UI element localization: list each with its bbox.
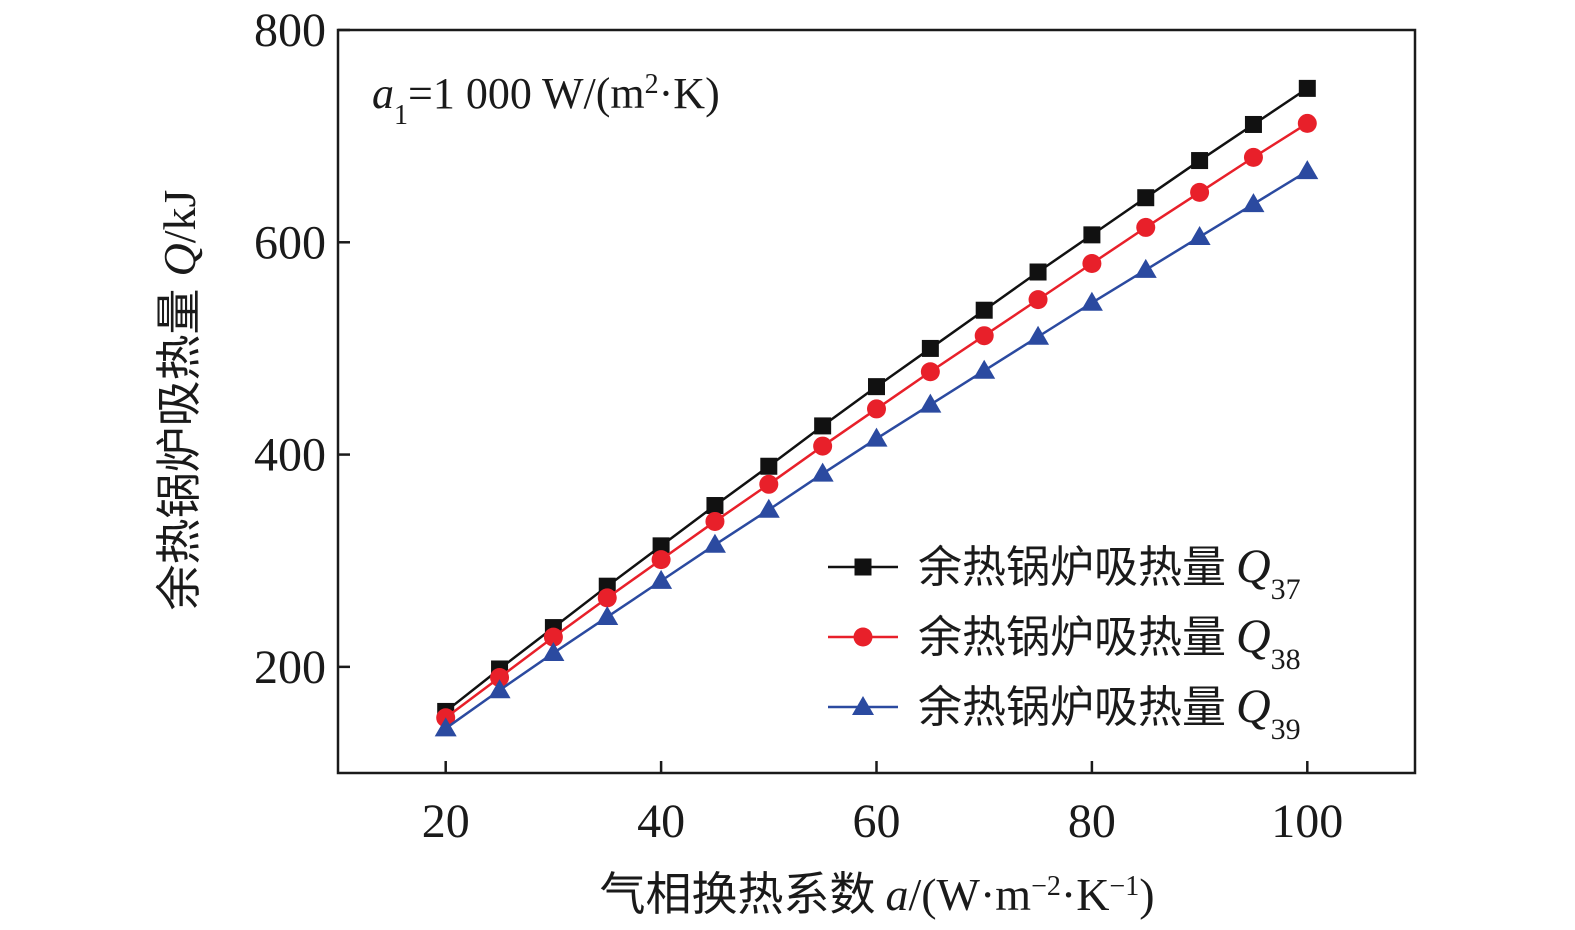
data-point-37 <box>868 378 885 396</box>
data-point-38 <box>920 362 940 382</box>
x-axis-label-close: ) <box>1139 869 1154 920</box>
legend-marker <box>853 627 873 647</box>
ticks-layer: 20 40 60 80 100 200 400 600 800 <box>254 4 1343 848</box>
data-point-39 <box>1080 291 1103 311</box>
data-point-39 <box>811 462 834 482</box>
x-axis-label-mid: ·K <box>1061 869 1110 920</box>
legend-label-cn: 余热锅炉吸热量 <box>918 612 1226 663</box>
data-point-37 <box>1244 115 1262 133</box>
data-point-38 <box>597 588 617 608</box>
x-axis-label-exp1: −2 <box>1031 871 1061 902</box>
series-37 <box>437 79 1316 720</box>
legend-label-sub: 37 <box>1271 573 1301 606</box>
data-point-38 <box>1243 147 1263 167</box>
data-point-37 <box>1298 79 1316 97</box>
x-axis-label-exp2: −1 <box>1109 871 1139 902</box>
legend-label-var: Q <box>1236 680 1271 733</box>
x-axis-label-var: a <box>885 869 908 920</box>
legend-marker <box>854 558 872 576</box>
data-point-39 <box>1134 258 1157 278</box>
data-point-38 <box>974 326 994 346</box>
data-point-37 <box>706 497 724 515</box>
data-point-38 <box>813 436 833 456</box>
data-point-37 <box>652 537 670 555</box>
data-point-39 <box>865 427 888 447</box>
data-point-38 <box>1136 217 1156 237</box>
data-point-38 <box>867 399 886 419</box>
data-point-37 <box>1083 226 1101 244</box>
data-point-37 <box>814 417 832 435</box>
data-point-37 <box>760 457 778 475</box>
data-point-39 <box>488 679 511 699</box>
legend-entry-38: 余热锅炉吸热量 Q38 <box>828 610 1301 676</box>
legend-label: 余热锅炉吸热量 Q37 <box>918 540 1301 606</box>
x-tick-label: 80 <box>1068 795 1116 848</box>
y-tick-label: 200 <box>254 641 326 694</box>
legend-entry-39: 余热锅炉吸热量 Q39 <box>828 680 1301 746</box>
data-point-39 <box>1027 325 1050 345</box>
y-tick-label: 800 <box>254 4 326 57</box>
annotation-sup: 2 <box>645 69 659 100</box>
data-point-38 <box>1190 182 1210 202</box>
data-point-38 <box>1028 290 1048 310</box>
legend-label-sub: 39 <box>1271 713 1301 746</box>
legend-label: 余热锅炉吸热量 Q38 <box>918 610 1301 676</box>
series-layer <box>434 79 1319 737</box>
legend-label-cn: 余热锅炉吸热量 <box>918 542 1226 593</box>
data-point-39 <box>1188 225 1211 245</box>
y-axis-label-cn: 余热锅炉吸热量 <box>152 288 206 610</box>
data-point-37 <box>1137 189 1155 207</box>
y-tick-label: 600 <box>254 216 326 269</box>
annotation-tail: ·K) <box>659 69 720 118</box>
y-axis-label-unit: /kJ <box>154 190 205 244</box>
x-axis-label-cn: 气相换热系数 <box>599 867 875 921</box>
legend-label-var: Q <box>1236 540 1271 593</box>
data-point-38 <box>543 627 563 647</box>
x-tick-label: 100 <box>1271 795 1343 848</box>
y-tick-label: 400 <box>254 429 326 482</box>
data-point-39 <box>973 359 996 379</box>
x-tick-label: 60 <box>853 795 901 848</box>
x-axis-label: 气相换热系数 a/(W·m−2·K−1) <box>599 867 1154 921</box>
data-point-39 <box>434 717 457 737</box>
data-point-37 <box>1029 263 1047 281</box>
data-point-38 <box>1297 113 1317 133</box>
annotation-eq: =1 000 W/(m <box>408 69 645 118</box>
data-point-39 <box>596 605 619 625</box>
data-point-39 <box>919 393 942 413</box>
data-point-39 <box>650 569 673 589</box>
data-point-38 <box>490 667 510 687</box>
data-point-39 <box>757 498 780 518</box>
series-39 <box>434 160 1319 737</box>
data-point-39 <box>703 533 726 553</box>
x-axis-label-unit-open: /(W·m <box>908 869 1031 920</box>
legend-label-var: Q <box>1236 610 1271 663</box>
annotation-text: a1=1 000 W/(m2·K) <box>372 69 720 131</box>
legend-label-cn: 余热锅炉吸热量 <box>918 682 1226 733</box>
data-point-39 <box>1296 160 1319 180</box>
data-point-37 <box>1191 152 1209 170</box>
data-point-39 <box>542 642 565 662</box>
data-point-38 <box>759 474 779 494</box>
y-axis-label: 余热锅炉吸热量 Q/kJ <box>152 190 206 611</box>
legend-entry-37: 余热锅炉吸热量 Q37 <box>828 540 1301 606</box>
data-point-37 <box>921 339 939 357</box>
data-point-38 <box>651 550 671 570</box>
x-tick-label: 20 <box>422 795 470 848</box>
legend-label: 余热锅炉吸热量 Q39 <box>918 680 1301 746</box>
legend-marker <box>852 696 874 715</box>
annotation-sub: 1 <box>394 100 408 131</box>
x-tick-label: 40 <box>637 795 685 848</box>
data-point-38 <box>1082 254 1102 274</box>
legend-label-sub: 38 <box>1271 643 1301 676</box>
annotation-var: a <box>372 69 394 118</box>
data-point-37 <box>975 301 993 319</box>
data-point-39 <box>1242 193 1265 213</box>
data-point-38 <box>705 511 725 531</box>
y-axis-label-var: Q <box>154 243 205 276</box>
